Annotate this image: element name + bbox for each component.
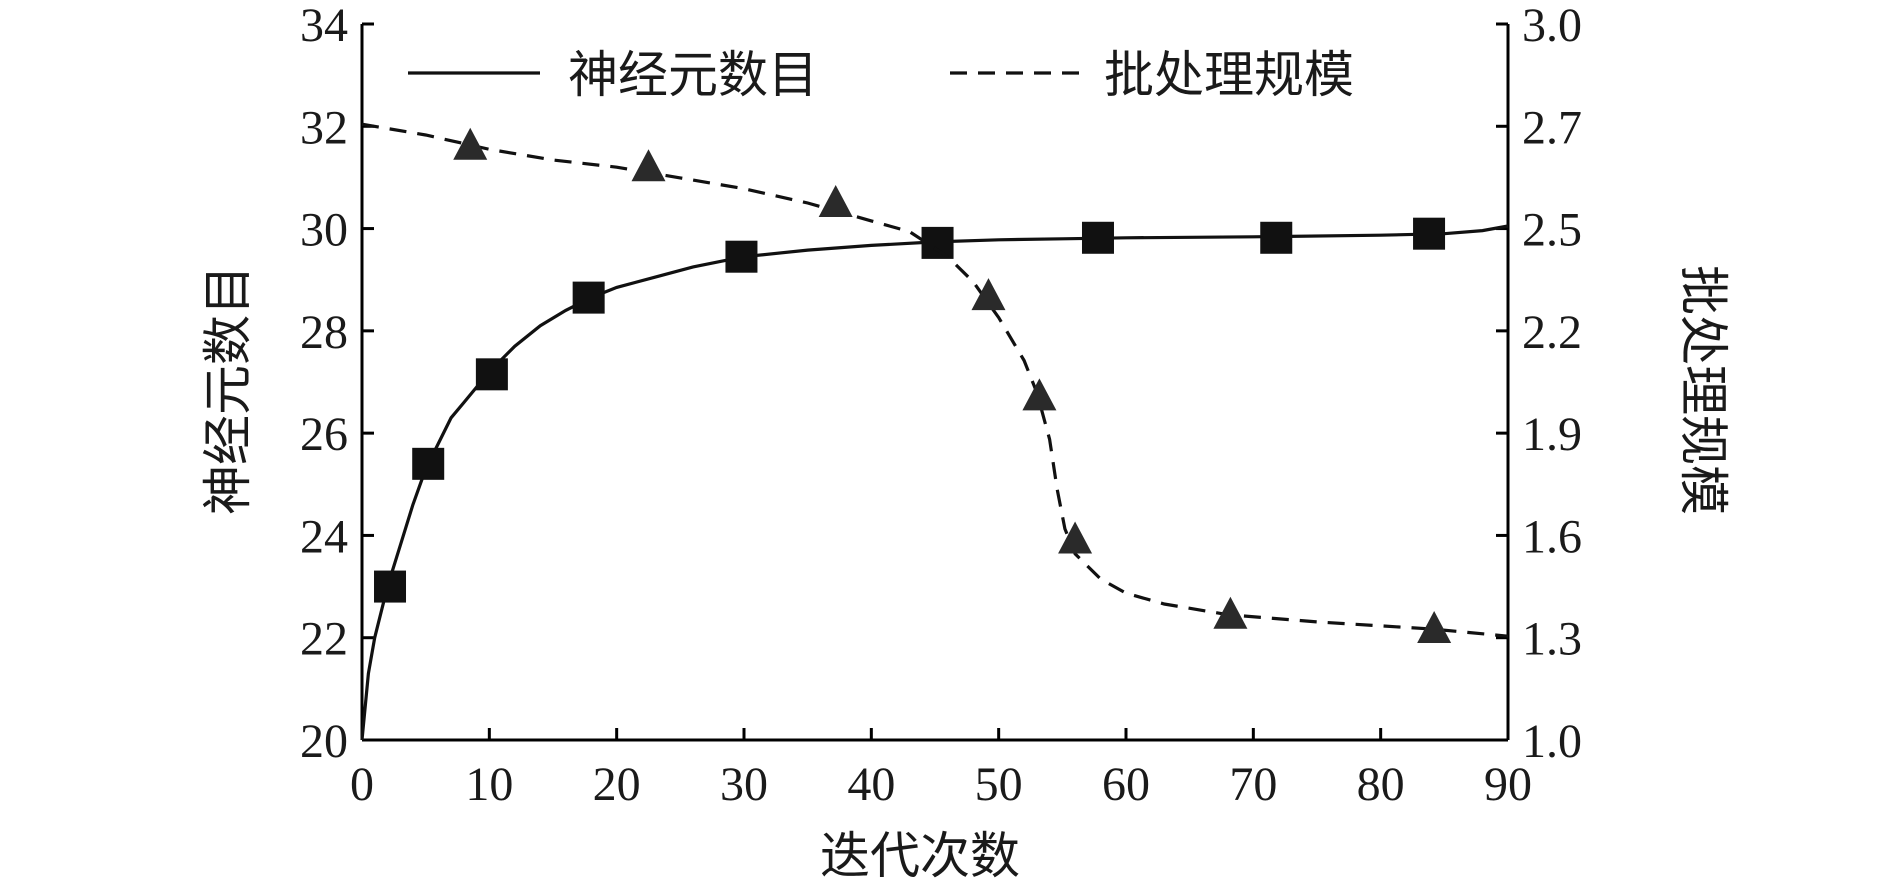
data-point-triangle — [1213, 596, 1248, 629]
data-point-triangle — [1417, 611, 1452, 644]
x-axis-title: 迭代次数 — [820, 827, 1020, 885]
y-left-tick-label: 26 — [300, 408, 348, 461]
series-layer — [360, 122, 1509, 741]
y-right-tick-label: 1.0 — [1522, 715, 1582, 768]
legend: 神经元数目 批处理规模 — [408, 46, 1354, 104]
data-point-triangle — [1022, 378, 1057, 411]
y-right-axis-title: 批处理规模 — [1674, 265, 1732, 515]
x-tick-label: 50 — [975, 758, 1023, 811]
y-right-tick-label: 1.3 — [1522, 613, 1582, 666]
y-right-tick-label: 2.2 — [1522, 306, 1582, 359]
data-point-square — [572, 281, 605, 314]
x-tick-label: 60 — [1102, 758, 1150, 811]
y-right-tick-label: 2.7 — [1522, 101, 1582, 154]
ticks: 0 10 20 30 40 50 60 70 80 90 20 22 24 26 28 30 32 34 1.0 1.… — [300, 0, 1582, 811]
data-point-square — [1081, 221, 1114, 254]
x-tick-label: 80 — [1357, 758, 1405, 811]
x-tick-label: 0 — [350, 758, 374, 811]
y-right-tick-label: 1.6 — [1522, 510, 1582, 563]
axes — [360, 24, 1510, 742]
legend-label-neurons: 神经元数目 — [568, 46, 818, 104]
data-point-square — [1413, 217, 1446, 250]
y-left-tick-label: 34 — [300, 0, 348, 52]
y-right-tick-label: 1.9 — [1522, 408, 1582, 461]
x-tick-label: 20 — [593, 758, 641, 811]
data-point-square — [412, 447, 445, 480]
y-left-tick-label: 22 — [300, 613, 348, 666]
y-left-tick-label: 28 — [300, 306, 348, 359]
series-line-1 — [360, 224, 1509, 741]
data-point-triangle — [1058, 521, 1093, 554]
data-point-square — [725, 240, 758, 273]
y-left-axis-title: 神经元数目 — [199, 265, 257, 515]
data-point-triangle — [453, 127, 488, 160]
data-point-square — [1260, 221, 1293, 254]
x-tick-label: 40 — [847, 758, 895, 811]
y-right-tick-label: 3.0 — [1522, 0, 1582, 52]
legend-label-batch: 批处理规模 — [1104, 46, 1354, 104]
data-point-square — [921, 226, 954, 259]
y-left-tick-label: 32 — [300, 101, 348, 154]
x-tick-label: 30 — [720, 758, 768, 811]
data-point-triangle — [631, 149, 666, 182]
x-tick-label: 90 — [1484, 758, 1532, 811]
data-point-triangle — [971, 278, 1006, 311]
y-left-tick-label: 30 — [300, 204, 348, 257]
data-point-triangle — [818, 185, 853, 217]
x-tick-label: 10 — [465, 758, 513, 811]
y-left-tick-label: 20 — [300, 715, 348, 768]
y-right-tick-label: 2.5 — [1522, 204, 1582, 257]
data-point-square — [374, 570, 407, 603]
series-line-2 — [361, 122, 1509, 638]
x-tick-label: 70 — [1229, 758, 1277, 811]
data-point-square — [475, 358, 508, 391]
y-left-tick-label: 24 — [300, 510, 348, 563]
